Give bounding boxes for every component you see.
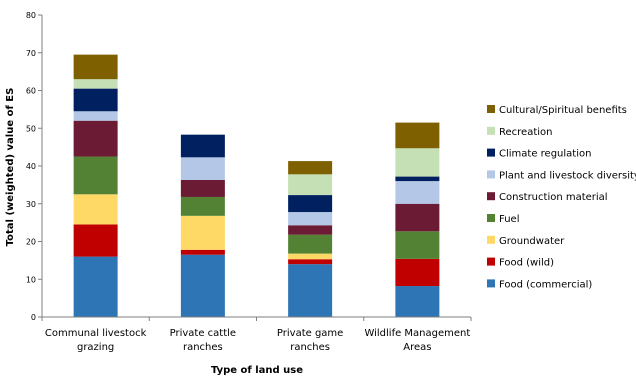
- bar-segment: [395, 181, 440, 204]
- legend-swatch: [487, 214, 495, 222]
- legend-swatch: [487, 170, 495, 179]
- bar-segment: [73, 156, 118, 195]
- bar-segment: [73, 79, 118, 89]
- bar-segment: [180, 196, 225, 216]
- legend-swatch: [487, 235, 495, 244]
- legend-swatch: [487, 148, 495, 157]
- bar-segment: [395, 286, 440, 317]
- x-category-label: Private cattle ranches: [170, 328, 236, 353]
- y-tick-label: 80: [26, 11, 36, 20]
- bar-segment: [288, 259, 333, 265]
- legend-label: Recreation: [499, 127, 552, 138]
- bar-segment: [73, 111, 118, 121]
- y-tick-label: 50: [26, 124, 36, 133]
- bar-segment: [395, 231, 440, 259]
- bar-segment: [395, 148, 440, 177]
- legend-swatch: [487, 126, 495, 135]
- y-tick-label: 0: [31, 313, 36, 322]
- bar-segment: [288, 234, 333, 254]
- bar-segment: [73, 256, 118, 317]
- bar-segment: [180, 215, 225, 250]
- bar-segment: [288, 253, 333, 260]
- bar-segment: [180, 134, 225, 158]
- bar-segment: [73, 120, 118, 157]
- y-axis-title: Total (weighted) value of ES: [5, 88, 16, 247]
- y-tick-label: 70: [26, 49, 36, 58]
- legend-swatch: [487, 279, 495, 288]
- x-axis: Communal livestock grazing Private cattle r…: [41, 316, 472, 353]
- y-axis: 0 10 20 30 40 50 60 70 80: [26, 11, 43, 322]
- legend-label: Construction material: [499, 192, 608, 203]
- legend-label: Cultural/Spiritual benefits: [499, 105, 627, 116]
- x-category-label: Communal livestock grazing: [45, 328, 147, 353]
- bar-segment: [288, 195, 333, 213]
- legend: Cultural/Spiritual benefits Recreation Cli…: [487, 105, 636, 290]
- bar-segment: [288, 264, 333, 317]
- y-tick-label: 30: [26, 200, 36, 209]
- bar-segment: [288, 174, 333, 196]
- bar-segment: [73, 54, 118, 80]
- x-category-label: Private game ranches: [277, 328, 343, 353]
- bar-segment: [180, 254, 225, 317]
- y-tick-label: 10: [26, 275, 36, 284]
- bar-segment: [395, 203, 440, 232]
- y-tick-label: 40: [26, 162, 36, 171]
- legend-swatch: [487, 257, 495, 266]
- y-tick-label: 20: [26, 238, 36, 247]
- legend-label: Food (wild): [499, 258, 554, 269]
- bar-segment: [395, 258, 440, 287]
- legend-label: Groundwater: [499, 236, 565, 247]
- bar-segment: [395, 122, 440, 149]
- bar-segment: [288, 161, 333, 175]
- x-axis-title: Type of land use: [211, 365, 303, 376]
- bar-stacks: [73, 54, 440, 317]
- legend-label: Fuel: [499, 214, 519, 225]
- legend-label: Food (commercial): [499, 279, 592, 290]
- bar-segment: [288, 212, 333, 226]
- legend-swatch: [487, 192, 495, 201]
- x-category-label: Wildlife Management Areas: [364, 328, 470, 353]
- bar-segment: [73, 88, 118, 112]
- bar-segment: [395, 176, 440, 182]
- legend-label: Plant and livestock diversity: [499, 170, 636, 181]
- legend-swatch: [487, 105, 495, 113]
- bar-segment: [180, 249, 225, 255]
- bar-segment: [180, 179, 225, 197]
- y-tick-label: 60: [26, 87, 36, 96]
- bar-segment: [73, 224, 118, 257]
- bar-segment: [180, 157, 225, 180]
- bar-segment: [288, 225, 333, 235]
- bar-segment: [73, 194, 118, 225]
- legend-label: Climate regulation: [499, 149, 591, 160]
